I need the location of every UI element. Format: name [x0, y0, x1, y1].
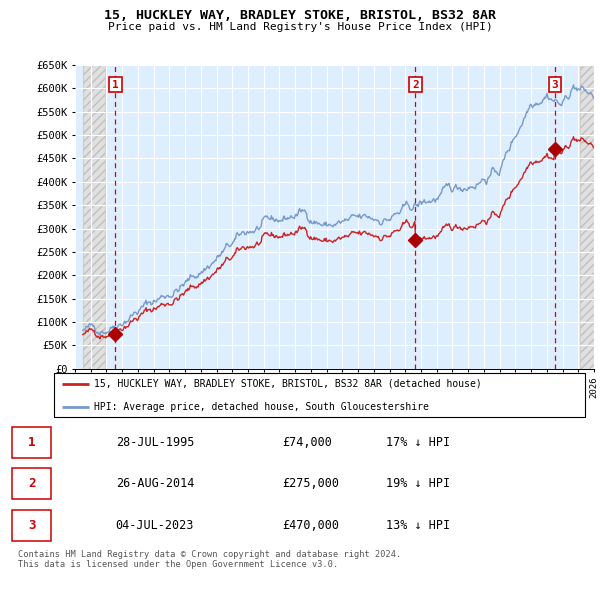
Text: £74,000: £74,000: [283, 436, 332, 449]
Text: 13% ↓ HPI: 13% ↓ HPI: [386, 519, 451, 532]
Text: 3: 3: [551, 80, 558, 90]
Text: 26-AUG-2014: 26-AUG-2014: [116, 477, 194, 490]
Text: 15, HUCKLEY WAY, BRADLEY STOKE, BRISTOL, BS32 8AR: 15, HUCKLEY WAY, BRADLEY STOKE, BRISTOL,…: [104, 9, 496, 22]
Text: HPI: Average price, detached house, South Gloucestershire: HPI: Average price, detached house, Sout…: [94, 402, 428, 411]
Text: 19% ↓ HPI: 19% ↓ HPI: [386, 477, 451, 490]
Text: 1: 1: [112, 80, 119, 90]
Text: 2: 2: [412, 80, 419, 90]
Text: 15, HUCKLEY WAY, BRADLEY STOKE, BRISTOL, BS32 8AR (detached house): 15, HUCKLEY WAY, BRADLEY STOKE, BRISTOL,…: [94, 379, 482, 388]
Text: Contains HM Land Registry data © Crown copyright and database right 2024.
This d: Contains HM Land Registry data © Crown c…: [18, 550, 401, 569]
FancyBboxPatch shape: [12, 510, 51, 540]
Text: Price paid vs. HM Land Registry's House Price Index (HPI): Price paid vs. HM Land Registry's House …: [107, 22, 493, 32]
Text: 2: 2: [28, 477, 35, 490]
Bar: [83, 65, 105, 369]
Text: 17% ↓ HPI: 17% ↓ HPI: [386, 436, 451, 449]
Bar: [580, 65, 594, 369]
FancyBboxPatch shape: [12, 468, 51, 499]
Text: 04-JUL-2023: 04-JUL-2023: [116, 519, 194, 532]
Bar: [580, 65, 594, 369]
Text: £470,000: £470,000: [283, 519, 340, 532]
Bar: [83, 65, 105, 369]
Text: 28-JUL-1995: 28-JUL-1995: [116, 436, 194, 449]
FancyBboxPatch shape: [12, 427, 51, 458]
Text: 3: 3: [28, 519, 35, 532]
Text: £275,000: £275,000: [283, 477, 340, 490]
Text: 1: 1: [28, 436, 35, 449]
